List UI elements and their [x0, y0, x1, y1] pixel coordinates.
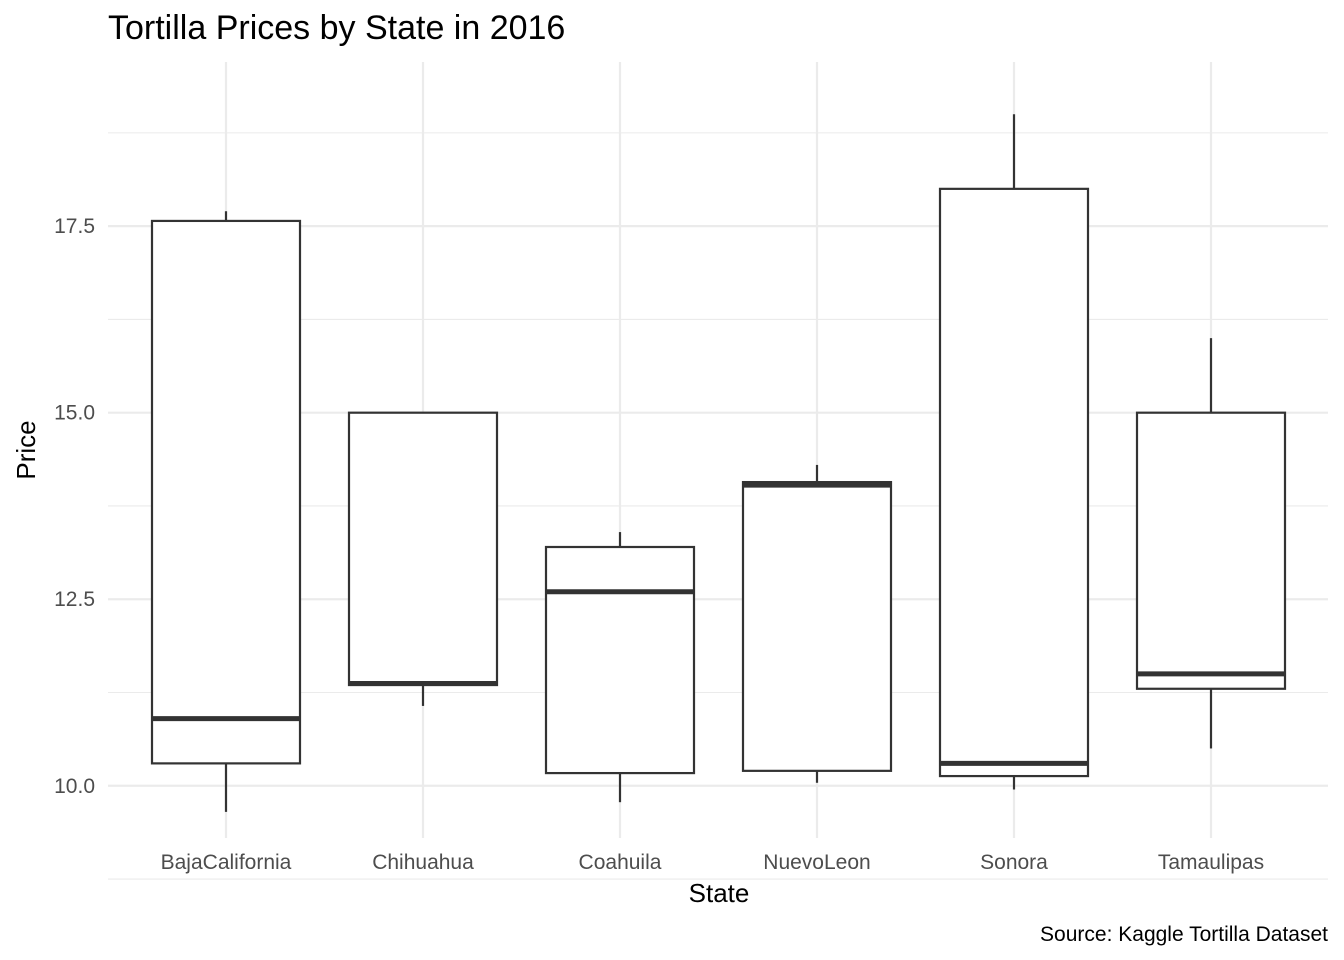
- iqr-box: [741, 480, 893, 772]
- x-tick-label: BajaCalifornia: [161, 851, 292, 874]
- x-axis-ticks: BajaCalifornia Chihuahua Coahuila NuevoLeon…: [161, 851, 1264, 874]
- y-tick-label: 17.5: [54, 215, 95, 238]
- x-tick-label: Coahuila: [579, 851, 662, 874]
- iqr-box: [1135, 411, 1287, 690]
- y-tick-label: 15.0: [54, 402, 95, 425]
- chart-caption: Source: Kaggle Tortilla Dataset: [1040, 923, 1328, 946]
- x-tick-label: Sonora: [980, 851, 1048, 874]
- box-bajacalifornia: [150, 211, 302, 812]
- y-tick-label: 12.5: [54, 588, 95, 611]
- box-sonora: [938, 114, 1090, 790]
- box-tamaulipas: [1135, 338, 1287, 749]
- box-nuevoleon: [741, 464, 893, 783]
- iqr-box: [347, 411, 499, 687]
- x-tick-label: Tamaulipas: [1158, 851, 1264, 874]
- iqr-box: [544, 545, 696, 775]
- box-chihuahua: [347, 411, 499, 706]
- y-tick-label: 10.0: [54, 775, 95, 798]
- y-axis-title: Price: [11, 420, 41, 479]
- boxes: [150, 114, 1287, 812]
- y-axis-ticks: 10.0 12.5 15.0 17.5: [54, 215, 95, 798]
- iqr-box: [938, 187, 1090, 778]
- chart-title: Tortilla Prices by State in 2016: [108, 9, 565, 47]
- iqr-box: [150, 219, 302, 765]
- box-coahuila: [544, 532, 696, 803]
- x-tick-label: NuevoLeon: [763, 851, 870, 874]
- x-axis-title: State: [689, 878, 750, 908]
- x-tick-label: Chihuahua: [372, 851, 474, 874]
